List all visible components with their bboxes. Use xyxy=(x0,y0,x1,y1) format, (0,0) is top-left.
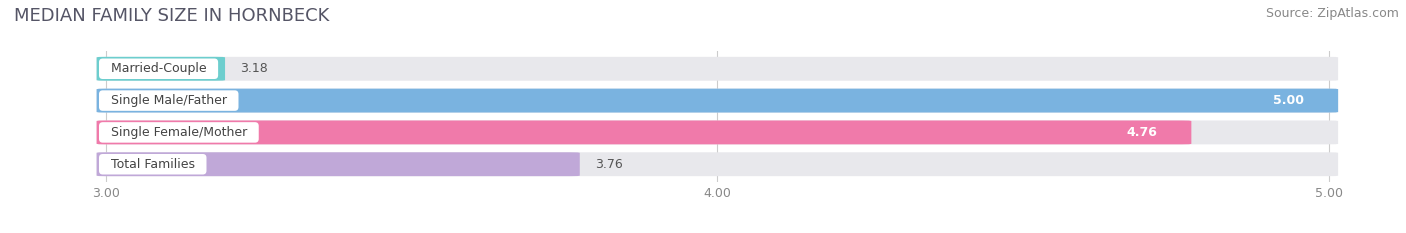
Text: Source: ZipAtlas.com: Source: ZipAtlas.com xyxy=(1265,7,1399,20)
Text: 4.76: 4.76 xyxy=(1126,126,1157,139)
FancyBboxPatch shape xyxy=(97,152,579,176)
FancyBboxPatch shape xyxy=(97,57,1339,81)
Text: Total Families: Total Families xyxy=(103,158,202,171)
FancyBboxPatch shape xyxy=(97,89,1339,113)
FancyBboxPatch shape xyxy=(97,57,225,81)
FancyBboxPatch shape xyxy=(97,152,1339,176)
Text: Single Female/Mother: Single Female/Mother xyxy=(103,126,254,139)
Text: Single Male/Father: Single Male/Father xyxy=(103,94,235,107)
FancyBboxPatch shape xyxy=(97,120,1191,144)
Text: 5.00: 5.00 xyxy=(1274,94,1305,107)
Text: MEDIAN FAMILY SIZE IN HORNBECK: MEDIAN FAMILY SIZE IN HORNBECK xyxy=(14,7,329,25)
Text: Married-Couple: Married-Couple xyxy=(103,62,214,75)
FancyBboxPatch shape xyxy=(97,120,1339,144)
FancyBboxPatch shape xyxy=(97,89,1339,113)
Text: 3.76: 3.76 xyxy=(595,158,623,171)
Text: 3.18: 3.18 xyxy=(240,62,269,75)
